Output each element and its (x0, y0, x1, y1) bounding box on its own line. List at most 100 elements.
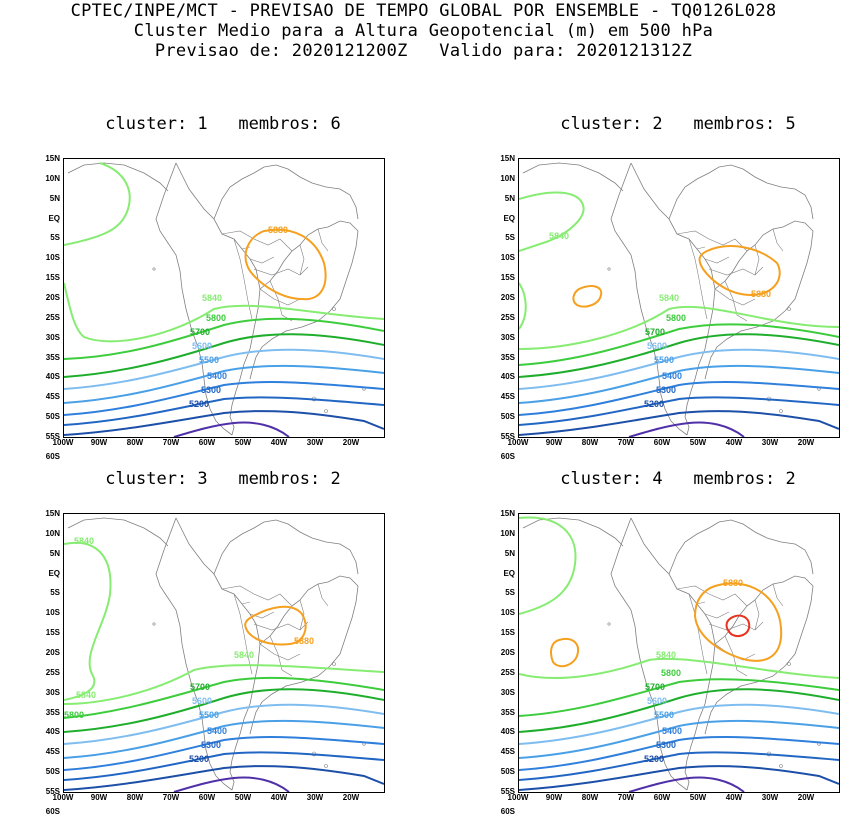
contour-5500 (519, 364, 839, 404)
contour-5700 (519, 688, 839, 733)
contour-label-5300: 5300 (201, 385, 221, 395)
contour-label-5400: 5400 (207, 726, 227, 736)
lat-label: 30S (500, 687, 515, 697)
contour-5400 (64, 381, 384, 416)
contour-5700 (519, 333, 839, 378)
contour-5500 (64, 364, 384, 404)
contour-label-5600: 5600 (192, 341, 212, 351)
contour-5600 (64, 703, 384, 745)
contour-label-5880: 5880 (268, 225, 288, 235)
contour-5200 (64, 410, 384, 436)
contour-label-5880: 5880 (294, 636, 314, 646)
contour-label-5700: 5700 (645, 327, 665, 337)
contour-5600 (519, 348, 839, 390)
lat-label: 60S (500, 451, 515, 461)
contour-5400 (519, 381, 839, 416)
lon-label: 100W (507, 793, 529, 802)
contour-5400 (519, 736, 839, 771)
contour-5100 (173, 776, 290, 792)
lat-label: 5N (504, 548, 515, 558)
contour-5600 (64, 348, 384, 390)
lon-label: 100W (507, 438, 529, 447)
lat-label: 5N (49, 193, 60, 203)
lon-label: 30W (761, 438, 779, 447)
contour-label-5200: 5200 (644, 754, 664, 764)
lat-label: 15S (45, 273, 60, 283)
contour-5880 (572, 285, 603, 308)
title-line-2: Cluster Medio para a Altura Geopotencial… (133, 21, 714, 41)
panel-title-2: cluster: 2 membros: 5 (560, 114, 796, 134)
map-svg-2: 5840 5840 5800 5880 5700 5600 5500 5400 5300 5200 (519, 162, 839, 437)
map-svg-1: 5840 5800 5880 5700 5600 5500 5400 5300 5200 (64, 162, 384, 437)
lat-label: 25S (45, 312, 60, 322)
lon-label: 50W (234, 793, 252, 802)
lat-label: 40S (45, 727, 60, 737)
contour-5300 (64, 396, 384, 426)
contour-label-5700: 5700 (190, 682, 210, 692)
lon-label: 30W (306, 438, 324, 447)
title-line-1: CPTEC/INPE/MCT - PREVISAO DE TEMPO GLOBA… (70, 1, 777, 21)
lat-label: 10N (500, 528, 515, 538)
contour-5800 (64, 676, 384, 719)
contour-label-5840: 5840 (656, 650, 676, 660)
lat-label: 15N (500, 509, 515, 518)
lon-label: 30W (761, 793, 779, 802)
contour-label-5300: 5300 (656, 740, 676, 750)
lat-label: 10S (45, 253, 60, 263)
lat-label: 45S (45, 747, 60, 757)
lat-label: 10S (500, 608, 515, 618)
contour-label-5300: 5300 (201, 740, 221, 750)
contour-label-5840: 5840 (76, 690, 96, 700)
lon-label: 50W (234, 438, 252, 447)
lat-label: EQ (503, 213, 515, 223)
lat-label: 40S (45, 372, 60, 382)
lon-label: 20W (797, 793, 815, 802)
lat-label: 55S (500, 787, 515, 796)
lon-label: 40W (270, 793, 288, 802)
contour-label-5880: 5880 (723, 578, 743, 588)
lon-label: 60W (198, 793, 216, 802)
contour-label-5800: 5800 (64, 710, 84, 720)
contour-5100 (173, 421, 290, 437)
lon-label: 70W (617, 438, 635, 447)
lat-label: 60S (45, 806, 60, 816)
lon-label: 60W (653, 793, 671, 802)
contour-5800 (64, 317, 384, 360)
lat-label: 45S (500, 392, 515, 402)
lat-label: 20S (45, 648, 60, 657)
lat-label: 15N (45, 154, 60, 163)
lon-label: 40W (270, 438, 288, 447)
lat-label: 10N (45, 173, 60, 183)
map-frame-3: 5840 5840 5840 5800 5880 5700 5600 5500 5400 5300… (63, 513, 385, 793)
contour-5300 (64, 751, 384, 781)
lon-label: 90W (90, 793, 108, 802)
lat-label: 55S (500, 432, 515, 441)
lat-label: 10S (500, 253, 515, 263)
coastline (67, 517, 366, 791)
contour-5880 (550, 638, 579, 668)
lat-label: 30S (45, 332, 60, 342)
contour-label-5800: 5800 (666, 313, 686, 323)
contour-label-5600: 5600 (647, 696, 667, 706)
title-line-3: Previsao de: 2020121200Z Valido para: 20… (154, 41, 693, 61)
contour-label-5840: 5840 (202, 293, 222, 303)
lat-label: 35S (45, 352, 60, 362)
contour-5840 (64, 162, 131, 246)
contour-5100 (628, 421, 745, 437)
lon-label: 20W (342, 793, 360, 802)
contour-label-5600: 5600 (192, 696, 212, 706)
lon-label: 80W (126, 793, 144, 802)
contour-5200 (64, 765, 384, 791)
panel-title-1: cluster: 1 membros: 6 (105, 114, 341, 134)
lon-label: 60W (198, 438, 216, 447)
lat-label: 20S (45, 293, 60, 302)
contour-label-5880: 5880 (751, 289, 771, 299)
lat-label: 15S (500, 273, 515, 283)
lat-label: EQ (503, 568, 515, 578)
lat-label: 15S (500, 628, 515, 638)
lon-label: 30W (306, 793, 324, 802)
contour-label-5700: 5700 (645, 682, 665, 692)
lon-label: 100W (52, 438, 74, 447)
contour-5840 (519, 282, 839, 350)
contour-5880 (244, 605, 307, 646)
